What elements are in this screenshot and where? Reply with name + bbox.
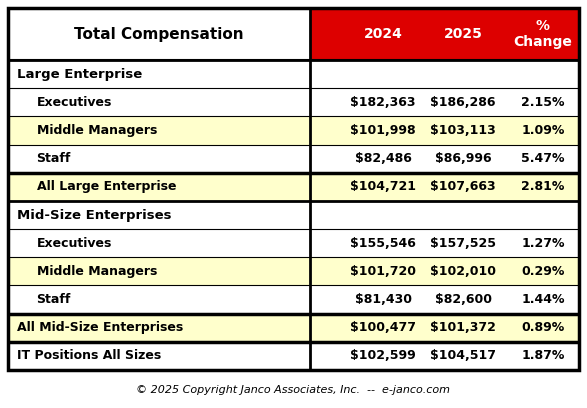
Text: $186,286: $186,286 <box>430 96 496 109</box>
Text: Middle Managers: Middle Managers <box>36 124 157 137</box>
Text: 2025: 2025 <box>444 27 483 41</box>
Text: $82,486: $82,486 <box>355 152 411 165</box>
Text: 1.27%: 1.27% <box>521 237 565 250</box>
Text: Mid-Size Enterprises: Mid-Size Enterprises <box>16 208 171 222</box>
Text: 0.29%: 0.29% <box>521 265 565 278</box>
Bar <box>8 116 579 144</box>
Bar <box>8 8 579 370</box>
Text: $101,372: $101,372 <box>430 321 496 334</box>
Text: Large Enterprise: Large Enterprise <box>16 68 142 81</box>
Text: $103,113: $103,113 <box>430 124 496 137</box>
Text: Staff: Staff <box>36 152 71 165</box>
Text: © 2025 Copyright Janco Associates, Inc.  --  e-janco.com: © 2025 Copyright Janco Associates, Inc. … <box>137 385 450 395</box>
Bar <box>8 8 310 60</box>
Bar <box>8 257 579 286</box>
Text: Middle Managers: Middle Managers <box>36 265 157 278</box>
Bar <box>8 173 579 201</box>
Text: $101,998: $101,998 <box>350 124 416 137</box>
Text: $100,477: $100,477 <box>350 321 416 334</box>
Text: 2.15%: 2.15% <box>521 96 565 109</box>
Text: Total Compensation: Total Compensation <box>74 27 244 42</box>
Text: $104,721: $104,721 <box>350 180 416 193</box>
Text: $107,663: $107,663 <box>430 180 496 193</box>
Bar <box>8 229 579 257</box>
Text: $157,525: $157,525 <box>430 237 496 250</box>
Bar <box>8 342 579 370</box>
Text: Executives: Executives <box>36 96 112 109</box>
Text: All Large Enterprise: All Large Enterprise <box>36 180 176 193</box>
Text: Executives: Executives <box>36 237 112 250</box>
Text: $101,720: $101,720 <box>350 265 416 278</box>
Text: $104,517: $104,517 <box>430 349 496 362</box>
Bar <box>8 144 579 173</box>
Text: 1.09%: 1.09% <box>521 124 565 137</box>
Bar <box>8 286 579 314</box>
Bar <box>310 8 579 60</box>
Text: $155,546: $155,546 <box>350 237 416 250</box>
Text: $81,430: $81,430 <box>355 293 411 306</box>
Text: 2.81%: 2.81% <box>521 180 565 193</box>
Text: $86,996: $86,996 <box>435 152 491 165</box>
Text: 1.87%: 1.87% <box>521 349 565 362</box>
Bar <box>8 60 579 88</box>
Bar <box>8 314 579 342</box>
Text: $82,600: $82,600 <box>434 293 491 306</box>
Text: IT Positions All Sizes: IT Positions All Sizes <box>16 349 161 362</box>
Text: 5.47%: 5.47% <box>521 152 565 165</box>
Text: $102,599: $102,599 <box>350 349 416 362</box>
Text: 1.44%: 1.44% <box>521 293 565 306</box>
Text: $182,363: $182,363 <box>350 96 416 109</box>
Bar <box>8 201 579 229</box>
Text: 0.89%: 0.89% <box>521 321 565 334</box>
Text: %
Change: % Change <box>514 19 572 49</box>
Text: $102,010: $102,010 <box>430 265 496 278</box>
Bar <box>8 88 579 116</box>
Text: 2024: 2024 <box>363 27 403 41</box>
Text: All Mid-Size Enterprises: All Mid-Size Enterprises <box>16 321 183 334</box>
Text: Staff: Staff <box>36 293 71 306</box>
